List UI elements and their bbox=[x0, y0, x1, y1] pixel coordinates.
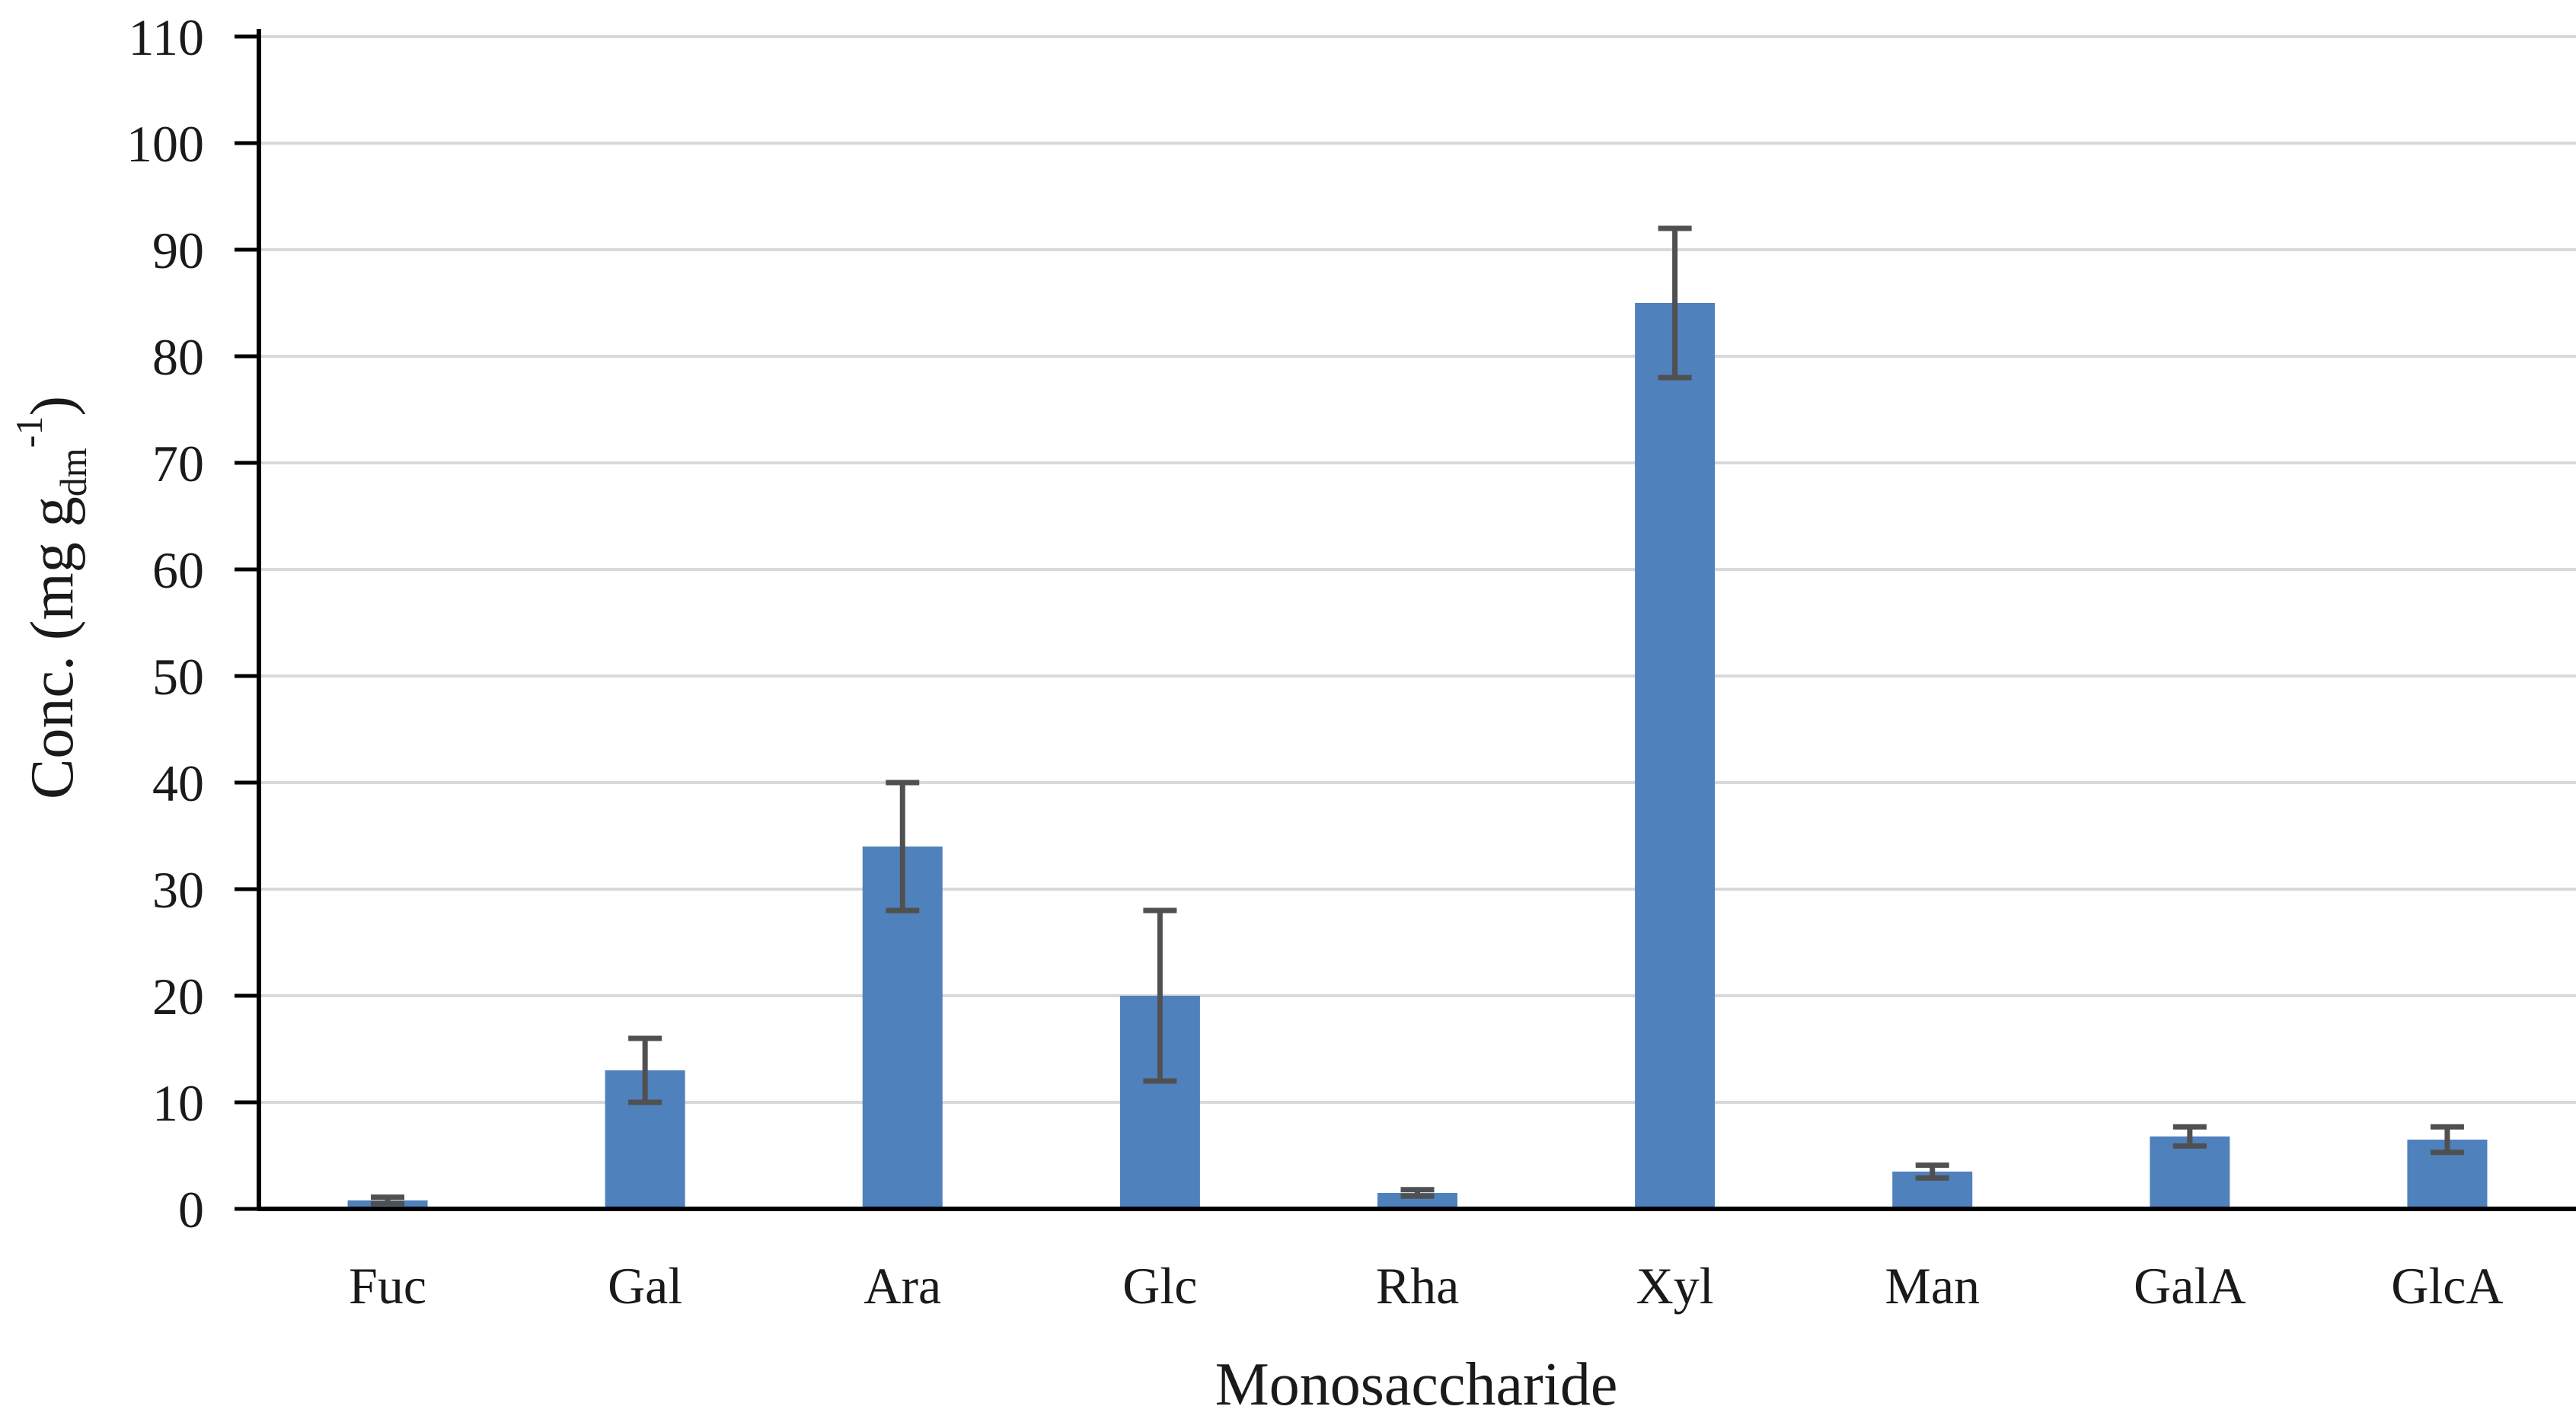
y-tick-label: 0 bbox=[178, 1181, 204, 1239]
y-tick-label: 70 bbox=[152, 435, 204, 493]
bar bbox=[1635, 303, 1716, 1209]
x-tick-label: Rha bbox=[1376, 1257, 1460, 1315]
bar bbox=[1377, 1193, 1457, 1209]
y-axis-title-close: ) bbox=[19, 396, 86, 416]
y-axis-title-main: Conc. (mg g bbox=[19, 496, 86, 799]
x-tick-label: Man bbox=[1885, 1257, 1980, 1315]
y-tick-label: 20 bbox=[152, 968, 204, 1025]
x-tick-label: Gal bbox=[608, 1257, 682, 1315]
y-tick-label: 50 bbox=[152, 648, 204, 706]
gridlines bbox=[259, 35, 2576, 1104]
y-tick-label: 30 bbox=[152, 861, 204, 919]
x-tick-label: Glc bbox=[1122, 1257, 1197, 1315]
x-tick-labels: Fuc Gal Ara Glc Rha Xyl Man GalA GlcA bbox=[349, 1257, 2504, 1315]
x-tick-label: GlcA bbox=[2391, 1257, 2503, 1315]
bars bbox=[347, 303, 2488, 1209]
y-tick-label: 10 bbox=[152, 1074, 204, 1132]
y-tick-label: 100 bbox=[126, 115, 204, 173]
x-tick-label: Fuc bbox=[349, 1257, 426, 1315]
y-axis-title-superscript: -1 bbox=[8, 416, 50, 448]
x-tick-label: Ara bbox=[863, 1257, 941, 1315]
x-axis-title: Monosaccharide bbox=[1215, 1351, 1618, 1418]
error-bars bbox=[371, 225, 2464, 1207]
x-tick-label: GalA bbox=[2134, 1257, 2246, 1315]
y-tick-label: 80 bbox=[152, 328, 204, 386]
y-axis-title: Conc. (mg gdm-1) bbox=[8, 396, 94, 799]
x-tick-label: Xyl bbox=[1636, 1257, 1714, 1315]
y-axis-title-subscript: dm bbox=[52, 448, 94, 496]
y-tick-label: 40 bbox=[152, 754, 204, 812]
axes bbox=[235, 29, 2576, 1211]
y-tick-labels: 0 10 20 30 40 50 60 70 80 90 100 110 bbox=[126, 8, 204, 1239]
y-tick-label: 90 bbox=[152, 222, 204, 279]
y-tick-label: 60 bbox=[152, 541, 204, 599]
y-tick-label: 110 bbox=[129, 8, 204, 66]
